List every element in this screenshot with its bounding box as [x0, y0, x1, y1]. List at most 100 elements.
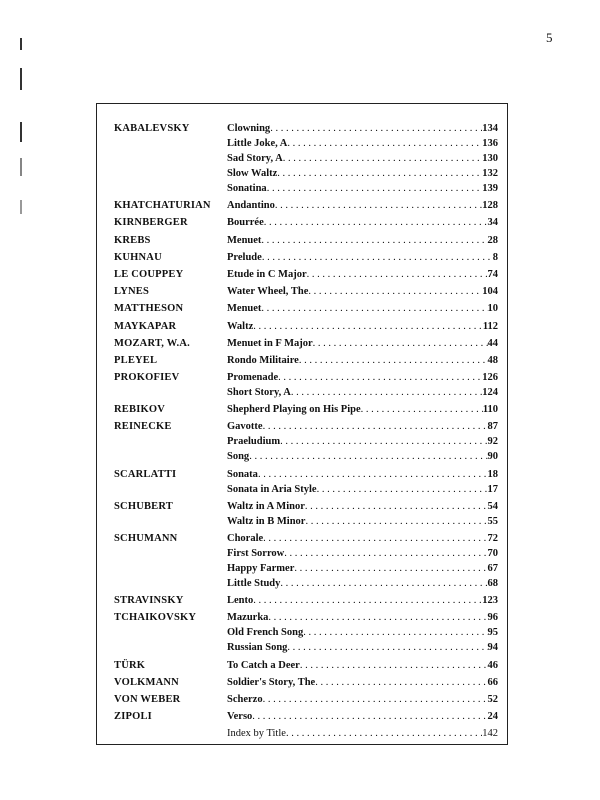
contents-row: Little Study 68	[114, 576, 498, 591]
piece-title: Praeludium	[227, 436, 281, 448]
composer-name: REINECKE	[114, 421, 172, 433]
page-ref: 112	[482, 320, 498, 332]
entry: Andantino 128	[227, 198, 498, 213]
entry: Prelude 8	[227, 250, 498, 265]
page-ref: 134	[482, 123, 498, 134]
dot-leader	[280, 434, 487, 449]
page-ref: 72	[487, 533, 499, 544]
page-ref: 10	[487, 303, 499, 315]
contents-list: KABALEVSKY Clowning 134 Little Joke, A 136 Sa…	[114, 121, 498, 741]
page-ref: 95	[487, 627, 499, 639]
piece-title: Lento	[227, 595, 254, 607]
dot-leader	[263, 531, 487, 546]
contents-row: KHATCHATURIAN Andantino 128	[114, 198, 498, 213]
composer-group: LE COUPPEY Etude in C Major 74	[114, 267, 498, 282]
dot-leader	[249, 449, 487, 464]
entry: Menuet 10	[227, 301, 498, 316]
dot-leader	[270, 121, 482, 136]
entry: Promenade 126	[227, 370, 498, 385]
entry: First Sorrow 70	[227, 546, 498, 561]
page-ref: 130	[482, 153, 498, 164]
entry: Waltz 112	[227, 319, 498, 334]
page-ref: 52	[487, 693, 499, 705]
page-ref: 54	[487, 500, 499, 512]
composer-group: VON WEBER Scherzo 52	[114, 692, 498, 707]
dot-leader	[261, 301, 487, 316]
composer-group: KIRNBERGER Bourrée 34	[114, 215, 498, 230]
dot-leader	[277, 166, 482, 181]
piece-title: Index by Title	[227, 728, 286, 740]
entry: Menuet 28	[227, 233, 498, 248]
dot-leader	[305, 499, 488, 514]
piece-title: Menuet	[227, 234, 262, 246]
contents-row: MATTHESON Menuet 10	[114, 301, 498, 316]
entry: To Catch a Deer 46	[227, 658, 498, 673]
page-ref: 18	[487, 468, 499, 480]
piece-title: Rondo Militaire	[227, 354, 299, 366]
piece-title: Waltz	[227, 320, 254, 332]
piece-title: Happy Farmer	[227, 563, 295, 574]
entry: Lento 123	[227, 593, 498, 608]
contents-row: First Sorrow 70	[114, 546, 498, 561]
dot-leader	[315, 675, 487, 690]
entry: Soldier's Story, The 66	[227, 675, 498, 690]
composer-group: MOZART, W.A. Menuet in F Major 44	[114, 336, 498, 351]
entry: Slow Waltz 132	[227, 166, 498, 181]
dot-leader	[294, 561, 487, 576]
dot-leader	[263, 692, 488, 707]
composer-name	[114, 434, 227, 449]
composer-name	[114, 181, 227, 196]
dot-leader	[303, 625, 487, 640]
composer-name: SCHUBERT	[114, 500, 173, 512]
dot-leader	[252, 709, 487, 724]
composer-group: TCHAIKOVSKYMazurka96Old French Song95Rus…	[114, 610, 498, 655]
piece-title: Sonata	[227, 468, 258, 480]
piece-title: Little Study	[227, 578, 281, 589]
dot-leader	[261, 233, 487, 248]
entry: Index by Title 142	[227, 726, 498, 741]
contents-row: TÜRK To Catch a Deer 46	[114, 658, 498, 673]
piece-title: Waltz in A Minor	[227, 500, 305, 512]
dot-leader	[284, 546, 487, 561]
piece-title: First Sorrow	[227, 548, 285, 559]
contents-row: PROKOFIEV Promenade 126	[114, 370, 498, 385]
contents-row: SCHUBERT Waltz in A Minor 54	[114, 499, 498, 514]
composer-name: ZIPOLI	[114, 711, 152, 723]
contents-row: Praeludium 92	[114, 434, 498, 449]
composer-group: STRAVINSKY Lento 123	[114, 593, 498, 608]
composer-name: TCHAIKOVSKY	[114, 612, 197, 624]
contents-row: Old French Song 95	[114, 625, 498, 640]
piece-title: Short Story, A	[227, 387, 291, 399]
dot-leader	[286, 726, 482, 741]
composer-group: VOLKMANN Soldier's Story, The 66	[114, 675, 498, 690]
dot-leader	[291, 385, 482, 400]
composer-name: REBIKOV	[114, 404, 165, 416]
composer-name: KHATCHATURIAN	[114, 200, 211, 212]
margin-mark	[20, 200, 22, 214]
page-ref: 68	[487, 578, 499, 589]
page-ref: 34	[487, 217, 499, 229]
dot-leader	[275, 198, 482, 213]
composer-name: VOLKMANN	[114, 676, 179, 688]
entry: Etude in C Major 74	[227, 267, 498, 282]
entry: Old French Song 95	[227, 625, 498, 640]
contents-row: VON WEBER Scherzo 52	[114, 692, 498, 707]
margin-mark	[20, 122, 22, 142]
entry: Sonata 18	[227, 467, 498, 482]
page-ref: 142	[482, 728, 498, 740]
piece-title: Sad Story, A	[227, 153, 283, 164]
page-ref: 28	[487, 234, 499, 246]
contents-row: PLEYEL Rondo Militaire 48	[114, 353, 498, 368]
piece-title: Prelude	[227, 251, 262, 263]
page-ref: 74	[487, 268, 499, 280]
contents-row: SCARLATTI Sonata 18	[114, 467, 498, 482]
piece-title: Waltz in B Minor	[227, 515, 306, 527]
dot-leader	[308, 284, 482, 299]
composer-name: MAYKAPAR	[114, 320, 177, 332]
composer-group: KUHNAU Prelude 8	[114, 250, 498, 265]
entry: Short Story, A 124	[227, 385, 498, 400]
contents-row: KUHNAU Prelude 8	[114, 250, 498, 265]
entry: Waltz in B Minor 55	[227, 514, 498, 529]
page-ref: 92	[487, 436, 499, 448]
entry: Rondo Militaire 48	[227, 353, 498, 368]
